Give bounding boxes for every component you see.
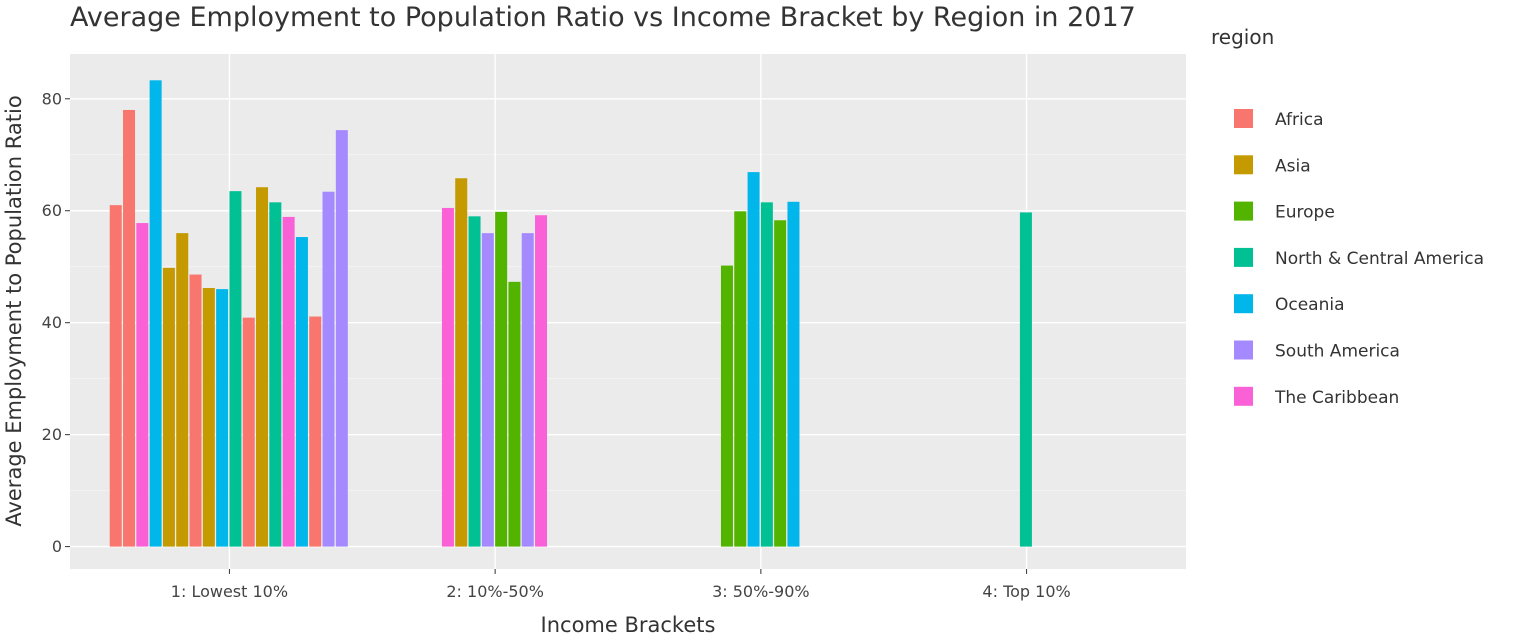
bar [335,130,348,547]
y-tick-label: 0 [52,537,62,556]
legend-key [1234,247,1253,267]
bar [508,281,521,547]
bar [202,287,215,547]
y-tick-label: 60 [42,201,62,220]
legend-key [1234,109,1253,128]
legend-label: Europe [1275,203,1335,223]
legend-key [1234,294,1253,314]
legend-key [1234,340,1253,360]
bar [774,220,787,547]
bar [269,202,282,547]
bar [216,289,229,547]
x-tick-label: 4: Top 10% [982,582,1070,601]
legend-key [1234,201,1253,221]
x-tick-label: 1: Lowest 10% [171,582,288,601]
legend-label: Africa [1275,110,1324,130]
bar [256,187,269,547]
bars [109,80,1032,547]
bar [322,191,335,547]
bar [455,178,468,547]
y-axis: 0 20 40 60 80 [42,89,70,556]
x-tick-label: 3: 50%-90% [712,582,810,601]
legend-label: South America [1275,342,1400,362]
x-axis-title: Income Brackets [541,613,716,636]
legend-label: The Caribbean [1274,388,1399,408]
legend-label: North & Central America [1275,249,1484,269]
bar [229,191,242,547]
bar [747,172,760,547]
chart-title: Average Employment to Population Ratio v… [70,2,1136,33]
legend-label: Asia [1275,156,1311,176]
legend-key [1234,386,1253,406]
bar [123,109,136,547]
bar [495,211,508,547]
y-tick-label: 40 [42,313,62,332]
legend-title: region [1211,25,1274,49]
bar [162,267,175,547]
y-tick-label: 20 [42,425,62,444]
x-axis: 1: Lowest 10% 2: 10%-50% 3: 50%-90% 4: Top … [171,569,1071,601]
bar [535,215,548,547]
bar [136,223,149,547]
bar [481,233,494,547]
legend-label: Oceania [1275,295,1345,315]
bar [720,265,733,547]
bar [189,274,202,547]
bar [282,216,295,547]
plot-panel [70,54,1186,569]
bar [760,202,773,547]
bar [109,205,122,547]
bar [149,80,162,547]
bar [468,216,481,547]
bar [309,316,322,547]
bar [295,237,308,547]
legend-key [1234,155,1253,175]
y-tick-label: 80 [42,89,62,108]
bar [734,211,747,547]
bar [787,201,800,547]
bar [176,233,189,547]
bar [242,317,255,547]
bar [441,207,454,547]
bar [521,233,534,547]
bar [1019,212,1032,547]
y-axis-title: Average Employment to Population Ratio [2,95,26,526]
x-tick-label: 2: 10%-50% [446,582,544,601]
legend: region Africa Asia Europe North & Central A… [1211,25,1484,408]
